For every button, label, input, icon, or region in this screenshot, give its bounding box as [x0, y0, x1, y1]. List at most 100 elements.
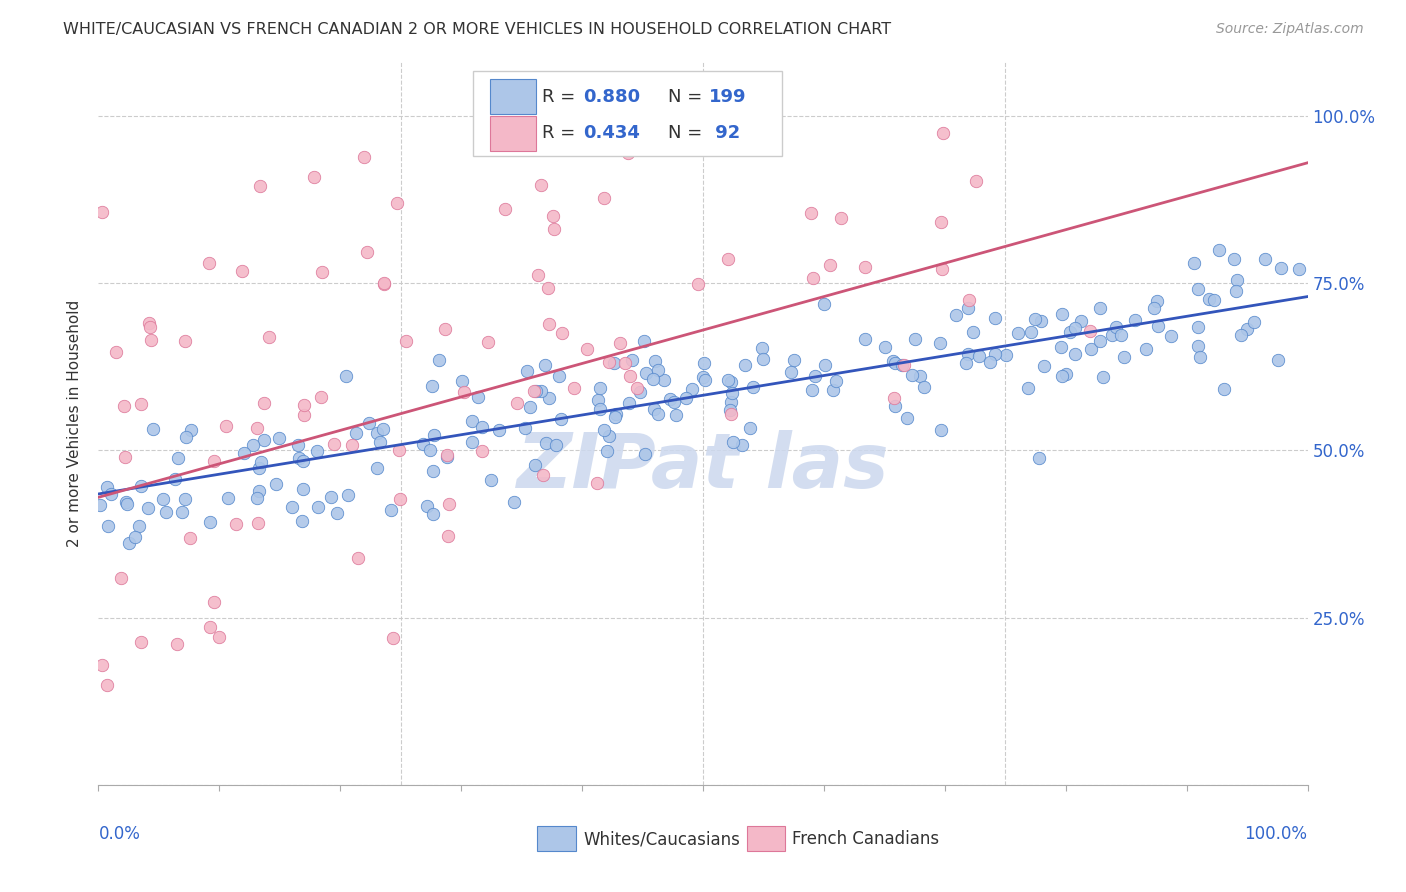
Point — [634, 366, 657, 380]
Point — [477, 334, 499, 349]
Point — [717, 252, 740, 267]
Point — [488, 423, 510, 437]
Point — [422, 508, 444, 522]
Text: ZIPat las: ZIPat las — [516, 430, 890, 504]
Point — [231, 263, 253, 277]
Point — [1230, 327, 1253, 342]
Point — [311, 265, 333, 279]
Point — [1187, 339, 1209, 353]
Point — [647, 363, 669, 377]
Point — [174, 430, 197, 444]
Point — [257, 330, 280, 344]
Point — [537, 391, 560, 405]
Point — [536, 280, 558, 294]
Point — [202, 454, 225, 468]
Point — [893, 359, 915, 373]
Point — [801, 384, 824, 398]
Point — [603, 410, 626, 425]
Text: N =: N = — [668, 87, 709, 105]
Point — [731, 438, 754, 452]
Point — [139, 319, 162, 334]
Point — [873, 340, 896, 354]
Text: French Canadians: French Canadians — [793, 830, 939, 848]
Point — [1050, 369, 1073, 384]
Point — [1213, 382, 1236, 396]
Point — [321, 490, 343, 504]
Point — [617, 396, 640, 410]
Point — [550, 326, 572, 341]
Point — [891, 358, 914, 372]
Point — [346, 426, 368, 441]
Point — [172, 505, 194, 519]
Point — [124, 531, 146, 545]
Point — [721, 386, 744, 401]
Point — [564, 381, 586, 395]
Point — [929, 215, 952, 229]
Point — [380, 503, 402, 517]
Text: 0.434: 0.434 — [583, 124, 640, 142]
Point — [855, 332, 877, 346]
Point — [1123, 313, 1146, 327]
Point — [395, 334, 418, 348]
Point — [97, 519, 120, 533]
Point — [217, 491, 239, 505]
Point — [225, 517, 247, 532]
Point — [1078, 324, 1101, 338]
Point — [346, 550, 368, 565]
Point — [883, 391, 905, 405]
Point — [115, 495, 138, 509]
Point — [965, 174, 987, 188]
Point — [1105, 320, 1128, 334]
Point — [249, 179, 271, 194]
Point — [246, 491, 269, 505]
Text: WHITE/CAUCASIAN VS FRENCH CANADIAN 2 OR MORE VEHICLES IN HOUSEHOLD CORRELATION C: WHITE/CAUCASIAN VS FRENCH CANADIAN 2 OR … — [63, 22, 891, 37]
Point — [471, 444, 494, 458]
Point — [202, 595, 225, 609]
Point — [208, 630, 231, 644]
Point — [250, 455, 273, 469]
Point — [752, 351, 775, 366]
Point — [453, 385, 475, 400]
Point — [979, 355, 1001, 369]
Point — [595, 444, 617, 458]
Point — [246, 420, 269, 434]
Point — [388, 442, 411, 457]
Text: R =: R = — [543, 87, 581, 105]
Point — [1024, 311, 1046, 326]
Point — [589, 380, 612, 394]
FancyBboxPatch shape — [474, 71, 782, 156]
Point — [1019, 325, 1042, 339]
Point — [1225, 285, 1247, 299]
Point — [1270, 261, 1292, 276]
Point — [416, 499, 439, 513]
Point — [100, 486, 122, 500]
Point — [619, 368, 641, 383]
Point — [166, 637, 188, 651]
Point — [957, 347, 980, 361]
Point — [373, 276, 395, 290]
Point — [281, 500, 304, 515]
FancyBboxPatch shape — [747, 826, 785, 851]
Point — [738, 421, 761, 435]
Point — [695, 373, 717, 387]
Point — [129, 635, 152, 649]
Point — [957, 301, 980, 315]
Point — [427, 352, 450, 367]
Point — [114, 450, 136, 465]
Point — [506, 396, 529, 410]
Text: 199: 199 — [709, 87, 747, 105]
Point — [359, 416, 381, 430]
Point — [1135, 343, 1157, 357]
Point — [1050, 307, 1073, 321]
Point — [576, 342, 599, 356]
Point — [515, 420, 537, 434]
Point — [141, 422, 163, 436]
Point — [173, 492, 195, 507]
Point — [830, 211, 852, 225]
Point — [614, 356, 637, 370]
Point — [609, 336, 631, 351]
Point — [931, 126, 953, 140]
Point — [1017, 381, 1039, 395]
Point — [131, 396, 153, 410]
Point — [382, 631, 405, 645]
